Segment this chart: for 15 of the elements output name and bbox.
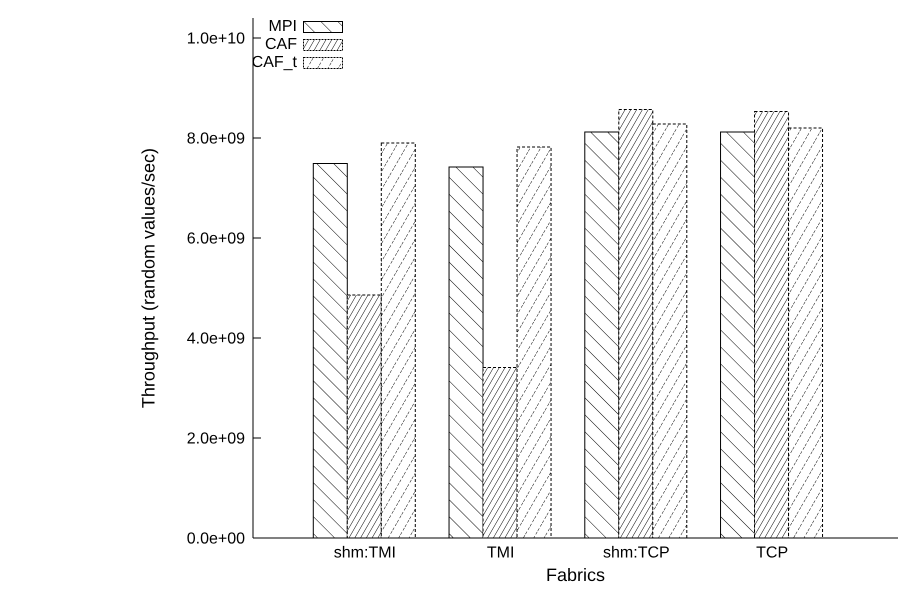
legend-label: CAF (265, 36, 297, 54)
x-tick-label: shm:TCP (603, 544, 670, 562)
legend-label: CAF_t (252, 54, 297, 72)
legend-label: MPI (268, 18, 297, 36)
y-tick-label: 4.0e+09 (186, 330, 246, 348)
x-axis-title: Fabrics (546, 564, 606, 585)
x-tick-label: TCP (756, 544, 788, 562)
y-tick-label: 1.0e+10 (186, 30, 246, 48)
x-tick-label: TMI (486, 544, 514, 562)
y-tick-label: 6.0e+09 (186, 230, 246, 248)
y-tick-label: 2.0e+09 (186, 430, 246, 448)
y-tick-label: 8.0e+09 (186, 130, 246, 148)
x-tick-label: shm:TMI (334, 544, 396, 562)
y-tick-label: 0.0e+00 (186, 530, 246, 548)
y-axis-title: Throughput (random values/sec) (138, 148, 158, 408)
